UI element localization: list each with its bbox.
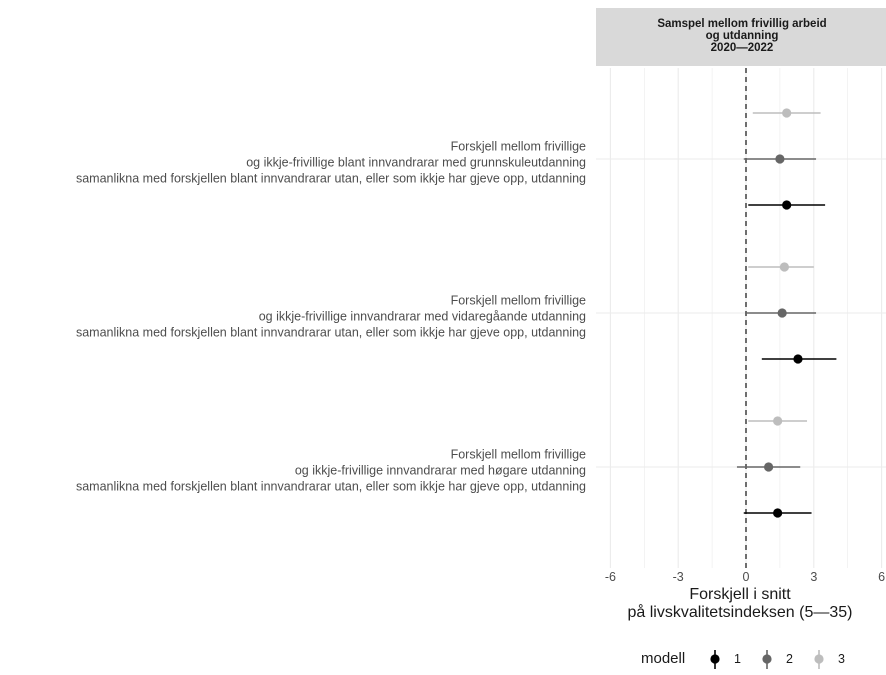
legend-key-point-1 (710, 654, 720, 664)
legend-key-point-3 (814, 654, 824, 664)
point-model-2-row-3 (764, 462, 774, 472)
point-model-3-row-3 (773, 416, 783, 426)
point-model-3-row-1 (782, 108, 792, 118)
legend: modell 1 2 3 (641, 650, 845, 669)
legend-label-2: 2 (786, 652, 793, 666)
point-model-1-row-2 (793, 354, 803, 364)
point-model-1-row-3 (773, 508, 783, 518)
x-axis-title-line-2: på livskvalitetsindeksen (5—35) (628, 603, 853, 621)
y-label-1-line-2: og ikkje-frivillige blant innvandrarar m… (246, 155, 586, 169)
plot-panel (596, 68, 886, 568)
y-label-1-line-3: samanlikna med forskjellen blant innvand… (76, 171, 586, 185)
x-tick-label: 6 (878, 570, 885, 584)
strip-title-line-3: 2020—2022 (711, 42, 774, 54)
x-tick-label: 3 (810, 570, 817, 584)
x-tick-label: -3 (673, 570, 684, 584)
y-label-3-line-1: Forskjell mellom frivillige (451, 447, 586, 461)
point-model-2-row-1 (775, 154, 785, 164)
y-label-2-line-1: Forskjell mellom frivillige (451, 293, 586, 307)
x-tick-label: -6 (605, 570, 616, 584)
x-tick-label: 0 (743, 570, 750, 584)
y-label-2-line-2: og ikkje-frivillige innvandrarar med vid… (259, 309, 586, 323)
x-axis-title-line-1: Forskjell i snitt (689, 586, 791, 603)
y-label-1-line-1: Forskjell mellom frivillige (451, 139, 586, 153)
y-label-3-line-3: samanlikna med forskjellen blant innvand… (76, 479, 586, 493)
y-axis-labels: Forskjell mellom frivillige og ikkje-friv… (76, 139, 586, 493)
legend-label-3: 3 (838, 652, 845, 666)
y-label-3-line-2: og ikkje-frivillige innvandrarar med høg… (295, 463, 586, 477)
strip-title-line-2: og utdanning (706, 30, 779, 42)
strip-title-line-1: Samspel mellom frivillig arbeid (657, 18, 826, 30)
y-label-2-line-3: samanlikna med forskjellen blant innvand… (76, 325, 586, 339)
legend-key-point-2 (762, 654, 772, 664)
point-model-3-row-2 (779, 262, 790, 272)
point-model-2-row-2 (777, 308, 787, 318)
legend-label-1: 1 (734, 652, 741, 666)
point-model-1-row-1 (782, 200, 792, 210)
strip-background (596, 8, 886, 66)
legend-title: modell (641, 650, 685, 667)
